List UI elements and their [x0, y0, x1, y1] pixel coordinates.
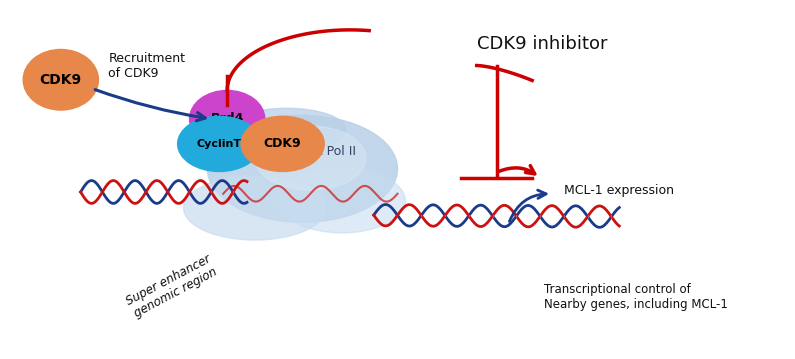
Ellipse shape: [227, 108, 346, 151]
Ellipse shape: [207, 115, 398, 222]
Ellipse shape: [241, 116, 324, 172]
Text: CDK9 inhibitor: CDK9 inhibitor: [477, 35, 607, 53]
Text: CDK9: CDK9: [264, 137, 301, 150]
Ellipse shape: [184, 176, 326, 240]
Text: Brd4: Brd4: [211, 112, 244, 125]
Text: MCL-1 expression: MCL-1 expression: [564, 184, 674, 197]
Ellipse shape: [279, 169, 405, 233]
Text: Super enhancer
genomic region: Super enhancer genomic region: [124, 252, 219, 321]
Ellipse shape: [177, 116, 261, 172]
Ellipse shape: [255, 126, 366, 190]
Text: RNA Pol II: RNA Pol II: [297, 145, 356, 158]
Text: CDK9: CDK9: [40, 73, 82, 87]
Text: Recruitment
of CDK9: Recruitment of CDK9: [108, 51, 185, 79]
Text: Transcriptional control of
Nearby genes, including MCL-1: Transcriptional control of Nearby genes,…: [544, 283, 728, 311]
Ellipse shape: [23, 50, 99, 110]
Ellipse shape: [189, 90, 265, 148]
Text: CyclinT: CyclinT: [196, 139, 242, 149]
